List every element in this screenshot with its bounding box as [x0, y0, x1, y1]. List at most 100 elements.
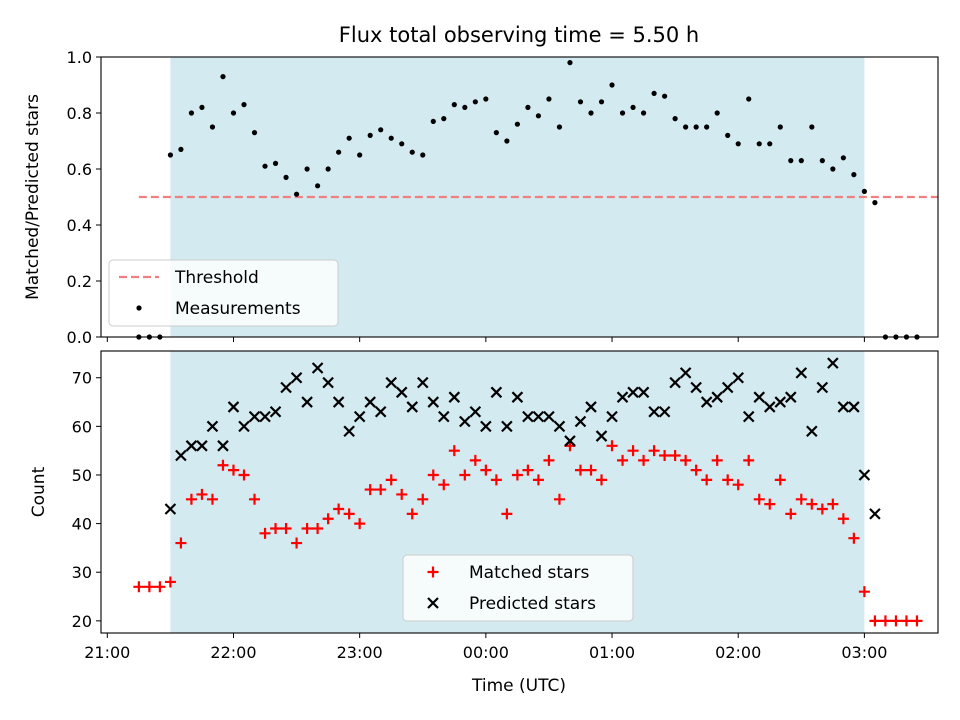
matched-marker	[690, 464, 702, 476]
measurement-point	[798, 158, 804, 164]
measurement-point	[504, 138, 510, 144]
predicted-marker	[206, 420, 219, 433]
matched-marker	[574, 464, 586, 476]
predicted-marker	[532, 410, 545, 423]
measurement-point	[525, 104, 531, 110]
matched-marker	[133, 581, 145, 593]
matched-marker	[711, 454, 723, 466]
matched-marker	[217, 459, 229, 471]
measurement-point	[683, 124, 689, 130]
matched-marker	[301, 522, 313, 534]
measurement-point	[788, 158, 794, 164]
matched-marker	[795, 493, 807, 505]
y-tick-label: 0.0	[67, 328, 92, 347]
matched-marker	[848, 532, 860, 544]
measurement-point	[304, 166, 310, 172]
predicted-marker	[353, 410, 366, 423]
y-tick-label: 0.6	[67, 160, 92, 179]
predicted-marker	[259, 410, 271, 423]
predicted-marker	[753, 391, 766, 403]
measurement-point	[409, 149, 415, 155]
matched-marker	[659, 450, 671, 462]
predicted-marker	[511, 391, 524, 403]
matched-marker	[280, 522, 292, 534]
matched-marker	[680, 454, 692, 466]
y-tick-label: 20	[72, 612, 92, 631]
matched-marker	[585, 464, 597, 476]
measurement-point	[178, 146, 184, 152]
matched-marker	[238, 469, 250, 481]
measurement-point	[577, 99, 584, 105]
matched-marker	[764, 498, 776, 510]
predicted-marker	[427, 396, 440, 408]
series-predicted-stars	[164, 357, 881, 520]
predicted-marker	[669, 376, 681, 389]
measurement-point	[357, 152, 363, 158]
matched-marker	[343, 508, 355, 520]
y-tick-label: 0.8	[67, 104, 92, 123]
matched-marker	[532, 474, 544, 486]
predicted-marker	[332, 396, 345, 408]
predicted-marker	[227, 401, 240, 413]
matched-marker	[743, 454, 755, 466]
chart-title: Flux total observing time = 5.50 h	[339, 23, 699, 47]
measurement-point	[462, 104, 468, 110]
matched-marker	[185, 493, 197, 505]
measurement-point	[556, 124, 563, 130]
measurement-point	[567, 60, 573, 66]
matched-marker	[890, 615, 902, 627]
series-matched-stars	[133, 440, 923, 627]
measurement-point	[672, 116, 678, 122]
count-panel: 20 30 40 50 60 70 21:00 22:00 23:00 00:00 01:00 02:…	[29, 350, 939, 662]
matched-marker	[154, 581, 166, 593]
predicted-marker	[658, 405, 671, 418]
measurement-point	[704, 124, 710, 130]
predicted-marker	[679, 367, 692, 379]
predicted-marker	[459, 415, 471, 428]
predicted-marker	[217, 440, 229, 452]
matched-marker	[438, 479, 450, 491]
predicted-marker	[742, 410, 755, 423]
measurement-point	[209, 124, 216, 130]
matched-marker	[806, 498, 818, 510]
series-measurements	[136, 60, 920, 340]
plot-frame	[100, 56, 939, 338]
predicted-marker	[869, 508, 881, 520]
measurement-point	[861, 188, 867, 194]
predicted-marker	[721, 381, 734, 394]
predicted-marker	[501, 420, 513, 433]
legend-label: Matched stars	[469, 563, 589, 583]
matched-marker	[375, 484, 387, 496]
predicted-marker	[585, 401, 597, 413]
measurement-point	[199, 104, 205, 110]
legend-matched-swatch	[427, 566, 439, 578]
y-tick-label: 60	[72, 417, 92, 436]
predicted-marker	[448, 391, 461, 403]
predicted-marker	[364, 396, 376, 408]
predicted-marker	[469, 405, 482, 418]
matched-marker	[164, 576, 176, 588]
y-tick-label: 30	[72, 563, 92, 582]
legend-label: Threshold	[174, 268, 259, 288]
matched-marker	[606, 440, 618, 452]
matched-marker	[333, 503, 345, 515]
plot-frame	[100, 350, 939, 634]
matched-marker	[312, 522, 324, 534]
matched-marker	[774, 474, 786, 486]
predicted-marker	[606, 410, 618, 423]
predicted-marker	[374, 405, 387, 418]
measurement-point	[420, 152, 426, 158]
measurement-point	[167, 152, 173, 158]
y-axis-label: Count	[29, 466, 49, 517]
matched-marker	[753, 493, 765, 505]
matched-marker	[143, 581, 155, 593]
measurement-point	[493, 130, 499, 136]
measurement-point	[840, 155, 846, 161]
predicted-marker	[311, 362, 324, 374]
measurement-point	[535, 113, 542, 119]
x-tick-label: 01:00	[589, 643, 635, 662]
matched-marker	[459, 469, 471, 481]
predicted-marker	[322, 376, 334, 389]
measurement-point	[809, 124, 815, 130]
